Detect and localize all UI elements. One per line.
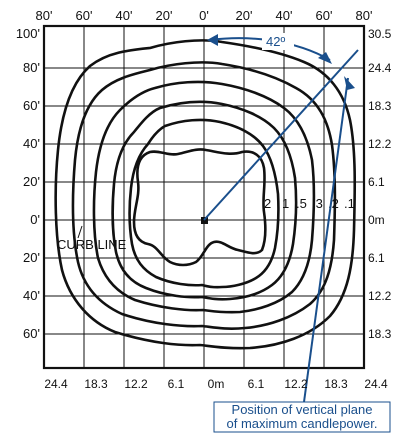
bottom-axis-label-0: 24.4 <box>44 377 68 391</box>
top-axis-label-4: 0' <box>199 8 209 23</box>
callout-text-line2: of maximum candlepower. <box>226 416 377 431</box>
isoline-label-0-3: .3 <box>312 196 323 211</box>
isoline-2 <box>132 148 267 267</box>
curb-line-label: CURB LINE <box>57 237 127 252</box>
left-axis-label-4: 20' <box>23 174 40 189</box>
isoline-0-5 <box>111 100 298 301</box>
isoline-0-3 <box>92 80 316 314</box>
angle-label-bg <box>262 33 294 50</box>
left-axis-label-3: 40' <box>23 136 40 151</box>
right-axis-label-0: 30.5 <box>368 27 392 41</box>
isoline-0-2 <box>71 61 337 330</box>
top-axis-label-7: 60' <box>316 8 333 23</box>
callout-text-line1: Position of vertical plane <box>232 402 373 417</box>
top-axis-label-3: 20' <box>156 8 173 23</box>
top-axis-label-8: 80' <box>356 8 373 23</box>
right-axis-label-7: 12.2 <box>368 289 392 303</box>
bottom-axis-label-5: 6.1 <box>248 377 265 391</box>
left-axis-label-6: 20' <box>23 250 40 265</box>
isolines <box>54 39 357 350</box>
left-axis-labels: 100' 80' 60' 40' 20' 0' 20' 40' 60' <box>16 26 40 341</box>
right-axis-label-4: 6.1 <box>368 175 385 189</box>
right-axis-label-3: 12.2 <box>368 137 392 151</box>
left-axis-label-1: 80' <box>23 60 40 75</box>
bottom-axis-label-1: 18.3 <box>84 377 108 391</box>
bottom-axis-labels: 24.4 18.3 12.2 6.1 0m 6.1 12.2 18.3 24.4 <box>44 377 388 391</box>
bottom-axis-label-4: 0m <box>208 377 225 391</box>
top-axis-labels: 80' 60' 40' 20' 0' 20' 40' 60' 80' <box>36 8 373 23</box>
top-axis-label-1: 60' <box>76 8 93 23</box>
callout-arrowhead <box>344 76 355 90</box>
isoline-label-0-1: .1 <box>344 196 355 211</box>
isoline-1 <box>128 118 280 289</box>
right-axis-label-1: 24.4 <box>368 61 392 75</box>
left-axis-label-7: 40' <box>23 288 40 303</box>
bottom-axis-label-3: 6.1 <box>168 377 185 391</box>
curb-line-pointer <box>77 225 83 239</box>
top-axis-label-2: 40' <box>116 8 133 23</box>
top-axis-label-5: 20' <box>236 8 253 23</box>
bottom-axis-label-7: 18.3 <box>324 377 348 391</box>
left-axis-label-2: 60' <box>23 98 40 113</box>
bottom-axis-label-8: 24.4 <box>364 377 388 391</box>
isoline-label-0-2: .2 <box>328 196 339 211</box>
isoline-label-2: 2 <box>264 196 271 211</box>
isoline-0-1 <box>54 39 357 350</box>
right-axis-label-5: 0m <box>368 213 385 227</box>
right-axis-label-6: 6.1 <box>368 251 385 265</box>
angle-label: 42º <box>266 34 285 49</box>
left-axis-label-5: 0' <box>30 212 40 227</box>
isoline-labels: 2 1 .5 .3 .2 .1 <box>264 196 355 211</box>
left-axis-label-0: 100' <box>16 26 40 41</box>
right-axis-label-8: 18.3 <box>368 327 392 341</box>
bottom-axis-label-2: 12.2 <box>124 377 148 391</box>
isoline-label-0-5: .5 <box>296 196 307 211</box>
bottom-axis-label-6: 12.2 <box>284 377 308 391</box>
luminaire-marker <box>201 217 208 224</box>
right-axis-labels: 30.5 24.4 18.3 12.2 6.1 0m 6.1 12.2 18.3 <box>368 27 392 341</box>
isoline-label-1: 1 <box>282 196 289 211</box>
callout-box <box>213 401 391 433</box>
max-candlepower-line <box>203 49 359 221</box>
callout-leader-line <box>303 77 349 403</box>
angle-arrowhead-left <box>207 34 218 46</box>
top-axis-label-6: 40' <box>276 8 293 23</box>
top-axis-label-0: 80' <box>36 8 53 23</box>
right-axis-label-2: 18.3 <box>368 99 392 113</box>
angle-arrowhead-right <box>318 52 332 64</box>
left-axis-label-8: 60' <box>23 326 40 341</box>
